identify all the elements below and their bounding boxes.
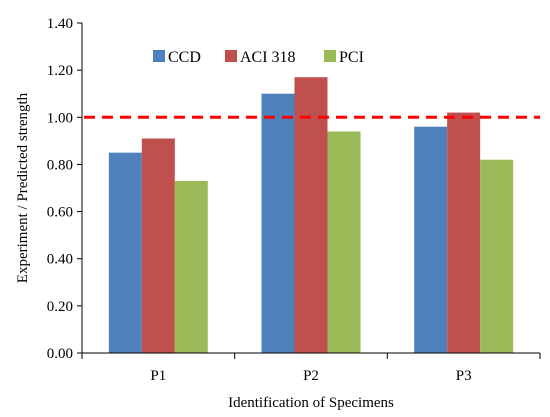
y-tick-label: 0.60 — [47, 205, 73, 221]
y-tick-label: 1.40 — [47, 16, 73, 32]
x-category-label: P1 — [150, 368, 166, 384]
legend: CCD ACI 318 PCI — [153, 49, 364, 66]
x-category-labels: P1 P2 P3 — [150, 368, 471, 384]
bars — [108, 77, 514, 353]
legend-swatch-pci — [324, 50, 336, 62]
x-category-label: P3 — [456, 368, 472, 384]
bar-ccd-p2 — [261, 93, 295, 353]
y-tick-label: 0.00 — [47, 346, 73, 362]
bar-pci-p1 — [174, 180, 208, 353]
bar-pci-p3 — [480, 159, 514, 353]
bar-aci-318-p1 — [141, 138, 175, 353]
y-tick-label: 1.00 — [47, 110, 73, 126]
y-axis-title: Experiment / Predicted strength — [15, 92, 31, 283]
y-tick-label: 0.40 — [47, 252, 73, 268]
x-axis-title: Identification of Specimens — [228, 395, 394, 411]
y-tick-label: 0.20 — [47, 299, 73, 315]
legend-swatch-ccd — [153, 50, 165, 62]
bar-ccd-p3 — [414, 126, 448, 353]
x-category-label: P2 — [303, 368, 319, 384]
bar-aci-318-p2 — [294, 77, 328, 353]
legend-label-aci-318: ACI 318 — [240, 49, 296, 66]
y-tick-label: 1.20 — [47, 63, 73, 79]
bar-ccd-p1 — [108, 152, 142, 353]
legend-swatch-aci-318 — [225, 50, 237, 62]
y-tick-label: 0.80 — [47, 157, 73, 173]
legend-label-ccd: CCD — [168, 49, 201, 66]
axes — [77, 22, 541, 359]
bar-aci-318-p3 — [447, 112, 481, 353]
y-tick-labels: 0.00 0.20 0.40 0.60 0.80 1.00 1.20 1.40 — [47, 16, 73, 362]
bar-pci-p2 — [327, 131, 361, 353]
legend-label-pci: PCI — [339, 49, 364, 66]
